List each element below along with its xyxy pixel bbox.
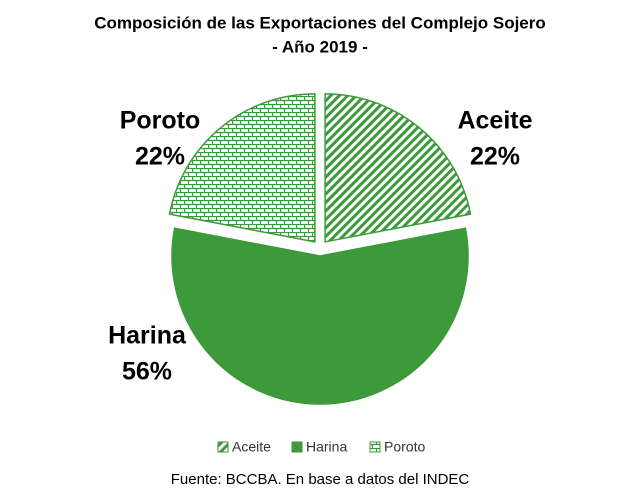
- data-label-name: Aceite: [457, 107, 532, 135]
- pie-slice: [168, 93, 316, 243]
- pie-slice: [171, 227, 469, 405]
- legend-label: Harina: [306, 439, 347, 455]
- chart-title: Composición de las Exportaciones del Com…: [94, 13, 546, 32]
- chart-subtitle: - Año 2019 -: [272, 37, 368, 56]
- legend-swatch: [217, 441, 229, 453]
- legend-swatch: [291, 441, 303, 453]
- legend-label: Poroto: [384, 439, 425, 455]
- data-label-value: 22%: [135, 143, 185, 171]
- pie-slice: [324, 93, 472, 243]
- data-label-name: Harina: [108, 322, 187, 350]
- data-label-value: 56%: [122, 358, 172, 386]
- source-note: Fuente: BCCBA. En base a datos del INDEC: [171, 471, 470, 488]
- legend-swatch: [369, 441, 381, 453]
- data-label-value: 22%: [470, 143, 520, 171]
- legend-label: Aceite: [232, 439, 271, 455]
- data-label-name: Poroto: [120, 107, 201, 135]
